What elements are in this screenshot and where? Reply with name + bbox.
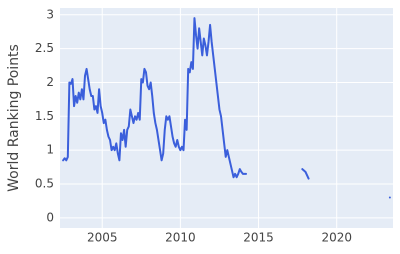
y-tick-label: 1.5 bbox=[35, 109, 54, 123]
data-line bbox=[62, 17, 391, 199]
x-tick-label: 2010 bbox=[165, 231, 196, 245]
y-tick-label: 2 bbox=[46, 75, 54, 89]
y-tick-label: 0 bbox=[46, 210, 54, 224]
y-tick-label: 0.5 bbox=[35, 177, 54, 191]
y-axis-title: World Ranking Points bbox=[6, 44, 22, 192]
plot-area bbox=[60, 8, 393, 228]
x-tick-label: 2020 bbox=[321, 231, 352, 245]
x-tick-label: 2005 bbox=[87, 231, 118, 245]
x-tick-label: 2015 bbox=[243, 231, 274, 245]
y-tick-label: 1 bbox=[46, 143, 54, 157]
y-tick-label: 2.5 bbox=[35, 41, 54, 55]
y-tick-label: 3 bbox=[46, 7, 54, 21]
